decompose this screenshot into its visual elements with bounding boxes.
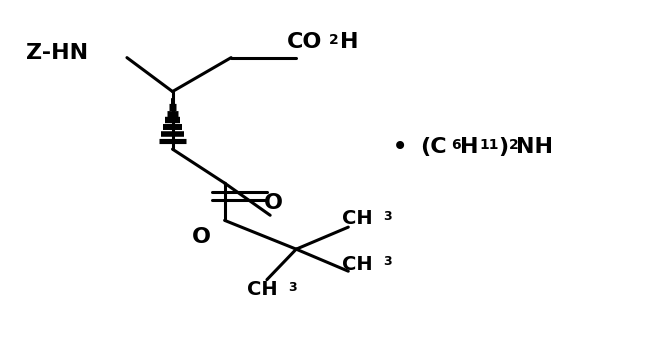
Text: 2: 2 <box>329 33 339 47</box>
Text: •: • <box>393 134 408 161</box>
Text: 3: 3 <box>383 210 391 223</box>
Text: 3: 3 <box>383 256 391 268</box>
Text: CO: CO <box>286 33 322 52</box>
Text: Z-HN: Z-HN <box>26 43 88 62</box>
Text: O: O <box>264 194 283 213</box>
Text: CH: CH <box>247 280 278 299</box>
Text: ): ) <box>498 138 508 157</box>
Text: NH: NH <box>516 138 553 157</box>
Text: CH: CH <box>342 255 372 274</box>
Text: H: H <box>340 33 359 52</box>
Text: O: O <box>192 227 212 247</box>
Text: 3: 3 <box>288 281 297 294</box>
Text: 6: 6 <box>451 138 461 152</box>
Text: CH: CH <box>342 209 372 228</box>
Text: 2: 2 <box>508 138 518 152</box>
Text: 11: 11 <box>480 138 499 152</box>
Text: (C: (C <box>420 138 447 157</box>
Text: H: H <box>460 138 478 157</box>
